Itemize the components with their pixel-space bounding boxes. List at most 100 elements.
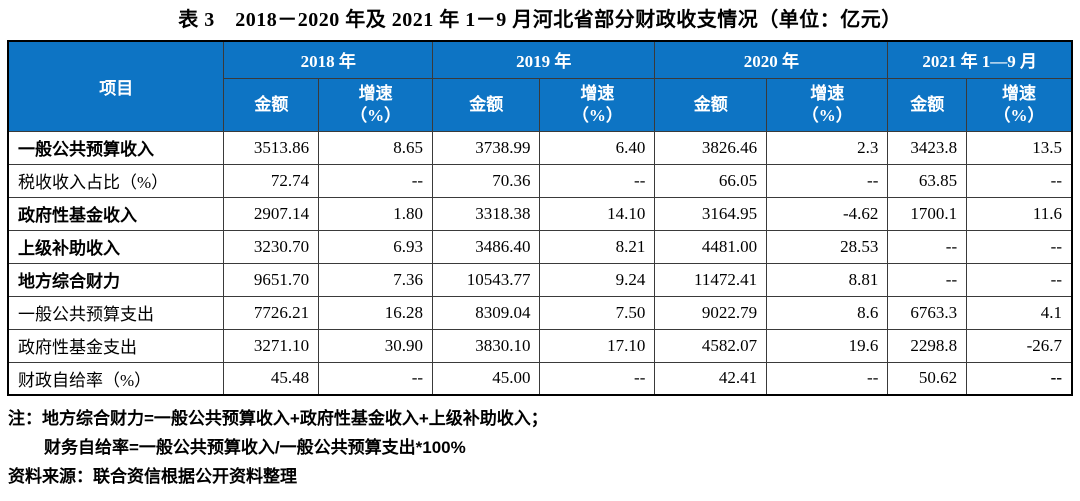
row-label: 上级补助收入 (7, 229, 225, 264)
cell-value: 3486.40 (432, 229, 541, 264)
cell-value: -- (966, 262, 1073, 297)
column-header-2019: 2019 年 (432, 40, 656, 79)
column-header-2020: 2020 年 (654, 40, 889, 79)
cell-value: 28.53 (766, 229, 889, 264)
cell-value: 6.93 (318, 229, 434, 264)
cell-value: 42.41 (654, 361, 768, 396)
table-row: 政府性基金收入 2907.14 1.80 3318.38 14.10 3164.95 -4.… (7, 196, 1073, 231)
subheader-growth-2021: 增速 （%） (966, 77, 1073, 132)
cell-value: 3513.86 (223, 130, 320, 165)
cell-value: 63.85 (887, 163, 968, 198)
cell-value: -- (539, 361, 656, 396)
subheader-amount-2018: 金额 (223, 77, 320, 132)
cell-value: 7726.21 (223, 295, 320, 330)
subheader-growth-2018: 增速 （%） (318, 77, 434, 132)
table-row: 税收收入占比（%） 72.74 -- 70.36 -- 66.05 -- 63.85 -- (7, 163, 1073, 198)
table-row: 政府性基金支出 3271.10 30.90 3830.10 17.10 4582.07 19… (7, 328, 1073, 363)
cell-value: 16.28 (318, 295, 434, 330)
cell-value: 2298.8 (887, 328, 968, 363)
cell-value: 11.6 (966, 196, 1073, 231)
subheader-growth-2020: 增速 （%） (766, 77, 889, 132)
subheader-amount-2019: 金额 (432, 77, 541, 132)
cell-value: -- (766, 163, 889, 198)
subheader-amount-2021: 金额 (887, 77, 968, 132)
cell-value: -4.62 (766, 196, 889, 231)
cell-value: 4481.00 (654, 229, 768, 264)
row-label: 政府性基金收入 (7, 196, 225, 231)
header-sub-row: 金额 增速 （%） 金额 增速 （%） 金额 增速 （%） 金额 增速 （%） (8, 77, 1073, 132)
table-row: 上级补助收入 3230.70 6.93 3486.40 8.21 4481.00 28.53… (7, 229, 1073, 264)
cell-value: 3738.99 (432, 130, 541, 165)
column-header-2018: 2018 年 (223, 40, 434, 79)
cell-value: -- (318, 361, 434, 396)
cell-value: 9.24 (539, 262, 656, 297)
table-row: 财政自给率（%） 45.48 -- 45.00 -- 42.41 -- 50.62 -- (7, 361, 1073, 396)
cell-value: 1700.1 (887, 196, 968, 231)
table-row: 一般公共预算支出 7726.21 16.28 8309.04 7.50 9022.79 8.… (7, 295, 1073, 330)
note-line-2: 财务自给率=一般公共预算收入/一般公共预算支出*100% (44, 437, 466, 457)
cell-value: 8.81 (766, 262, 889, 297)
cell-value: -- (539, 163, 656, 198)
header-year-row: 项目 2018 年 2019 年 2020 年 2021 年 1—9 月 (7, 40, 1073, 132)
cell-value: 3271.10 (223, 328, 320, 363)
cell-value: -- (887, 262, 968, 297)
page-title: 表 3 2018－2020 年及 2021 年 1－9 月河北省部分财政收支情况… (178, 9, 902, 31)
row-label: 财政自给率（%） (7, 361, 225, 396)
cell-value: -- (766, 361, 889, 396)
table-header: 项目 2018 年 2019 年 2020 年 2021 年 1—9 月 金额 … (7, 40, 1073, 132)
cell-value: 13.5 (966, 130, 1073, 165)
cell-value: 3164.95 (654, 196, 768, 231)
row-label: 地方综合财力 (7, 262, 225, 297)
cell-value: 11472.41 (654, 262, 768, 297)
cell-value: 9651.70 (223, 262, 320, 297)
table-row: 地方综合财力 9651.70 7.36 10543.77 9.24 11472.41 8.8… (7, 262, 1073, 297)
cell-value: 10543.77 (432, 262, 541, 297)
cell-value: 30.90 (318, 328, 434, 363)
column-header-item: 项目 (7, 40, 225, 132)
cell-value: 72.74 (223, 163, 320, 198)
cell-value: 45.48 (223, 361, 320, 396)
cell-value: 45.00 (432, 361, 541, 396)
cell-value: 7.50 (539, 295, 656, 330)
cell-value: 4582.07 (654, 328, 768, 363)
cell-value: 3423.8 (887, 130, 968, 165)
cell-value: 1.80 (318, 196, 434, 231)
fiscal-table: 项目 2018 年 2019 年 2020 年 2021 年 1—9 月 金额 … (7, 40, 1073, 396)
cell-value: 3826.46 (654, 130, 768, 165)
subheader-amount-2020: 金额 (654, 77, 768, 132)
cell-value: -- (887, 229, 968, 264)
row-label: 税收收入占比（%） (7, 163, 225, 198)
subheader-growth-2019: 增速 （%） (539, 77, 656, 132)
cell-value: -- (318, 163, 434, 198)
note-line-1: 注：地方综合财力=一般公共预算收入+政府性基金收入+上级补助收入； (8, 409, 548, 428)
row-label: 一般公共预算支出 (7, 295, 225, 330)
cell-value: 8.21 (539, 229, 656, 264)
cell-value: 9022.79 (654, 295, 768, 330)
table-notes: 注：地方综合财力=一般公共预算收入+政府性基金收入+上级补助收入； 财务自给率=… (8, 405, 1080, 463)
cell-value: 3230.70 (223, 229, 320, 264)
cell-value: 66.05 (654, 163, 768, 198)
cell-value: 70.36 (432, 163, 541, 198)
cell-value: 14.10 (539, 196, 656, 231)
cell-value: 3830.10 (432, 328, 541, 363)
cell-value: -- (966, 229, 1073, 264)
cell-value: 2.3 (766, 130, 889, 165)
table-row: 一般公共预算收入 3513.86 8.65 3738.99 6.40 3826.46 2.3… (7, 130, 1073, 165)
cell-value: 17.10 (539, 328, 656, 363)
cell-value: 8309.04 (432, 295, 541, 330)
column-header-2021: 2021 年 1—9 月 (887, 40, 1073, 79)
cell-value: 2907.14 (223, 196, 320, 231)
cell-value: 8.65 (318, 130, 434, 165)
cell-value: -26.7 (966, 328, 1073, 363)
cell-value: 4.1 (966, 295, 1073, 330)
row-label: 一般公共预算收入 (7, 130, 225, 165)
cell-value: -- (966, 163, 1073, 198)
row-label: 政府性基金支出 (7, 328, 225, 363)
cell-value: 8.6 (766, 295, 889, 330)
table-body: 一般公共预算收入 3513.86 8.65 3738.99 6.40 3826.46 2.3… (7, 130, 1073, 396)
cell-value: 7.36 (318, 262, 434, 297)
cell-value: 50.62 (887, 361, 968, 396)
data-source-line: 资料来源：联合资信根据公开资料整理 (8, 466, 297, 486)
cell-value: 6.40 (539, 130, 656, 165)
cell-value: -- (966, 361, 1073, 396)
